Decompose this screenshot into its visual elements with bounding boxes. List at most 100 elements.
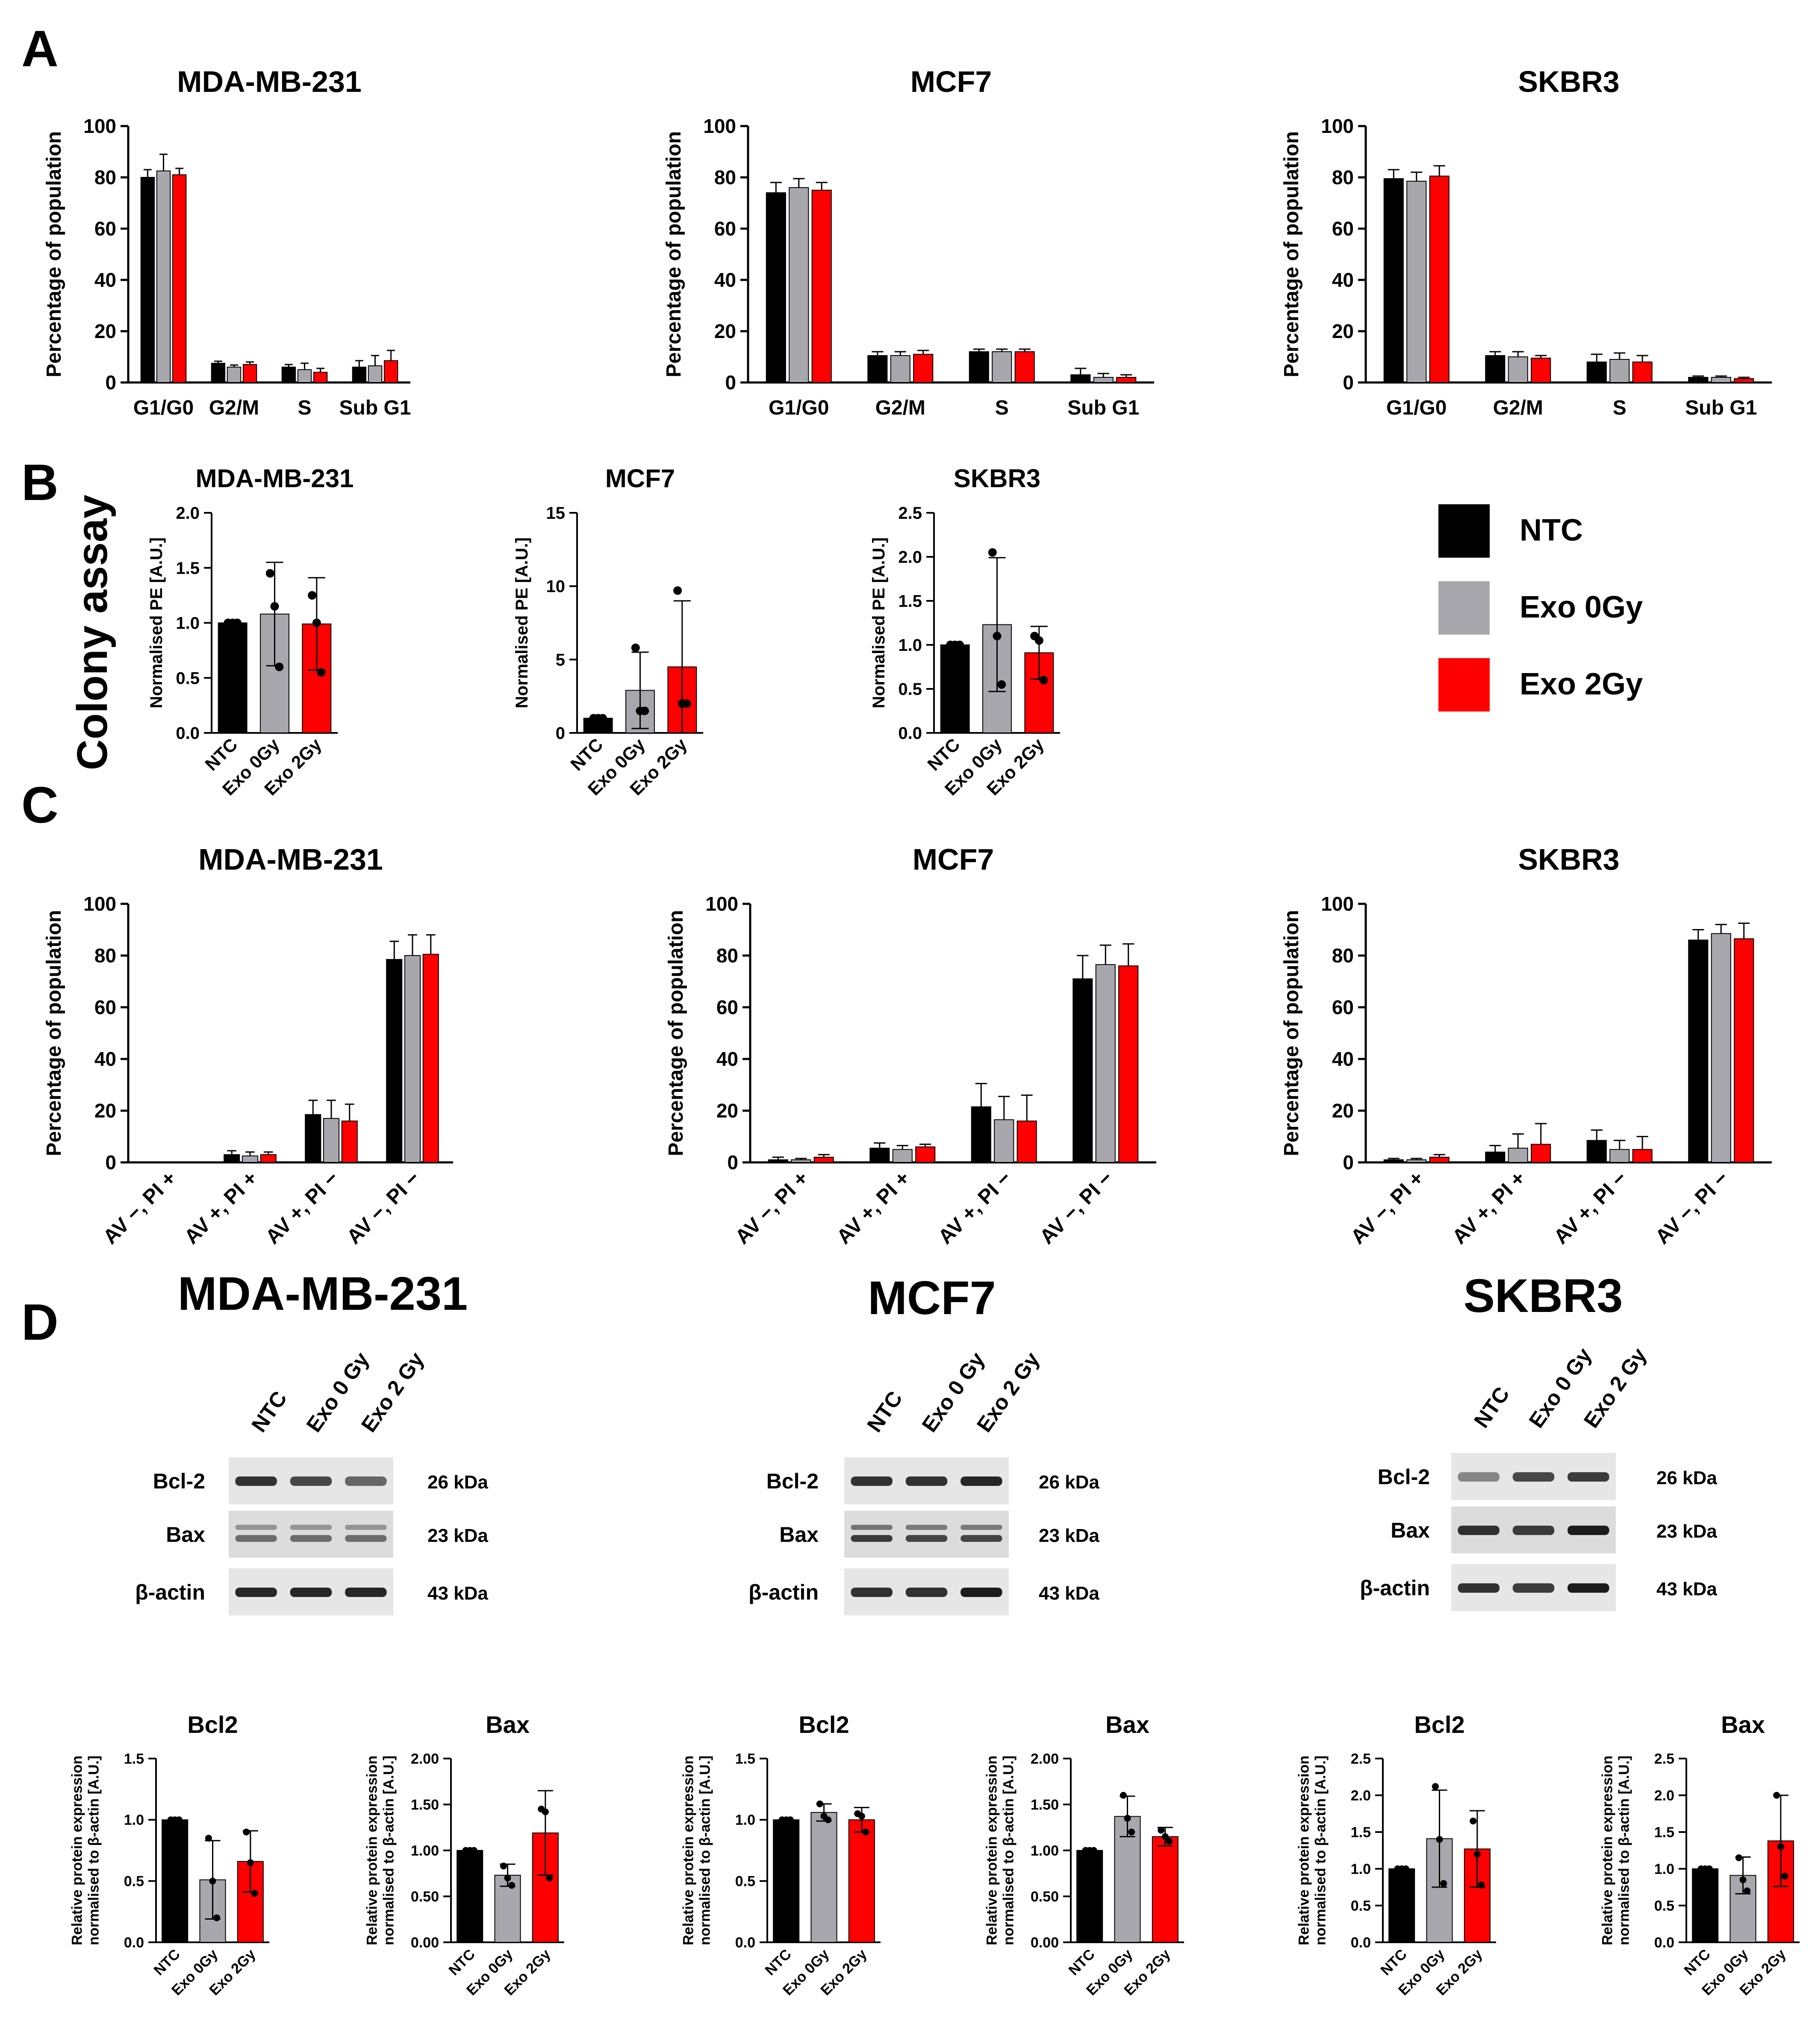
blot-band <box>235 1525 277 1530</box>
bar <box>869 1147 890 1163</box>
data-point <box>1739 1876 1747 1883</box>
chart-title: SKBR3 <box>1518 65 1619 98</box>
data-point <box>1090 1847 1097 1854</box>
bar <box>1485 1151 1506 1163</box>
y-axis-label: Percentage of population <box>663 131 685 377</box>
bar <box>1508 1147 1528 1163</box>
y-tick-label: 60 <box>1332 996 1354 1018</box>
chart-c1: MDA-MB-231 0 20 40 60 80 100 Percentage of popu… <box>43 843 453 1249</box>
data-point <box>1166 1838 1173 1845</box>
y-axis-label-line: Relative protein expression <box>69 1756 85 1945</box>
blot-row-label: Bax <box>166 1523 205 1547</box>
bar <box>1429 176 1450 383</box>
chart-title: MDA-MB-231 <box>198 843 383 876</box>
y-tick-label: 100 <box>83 893 116 915</box>
bar <box>1531 358 1551 383</box>
data-point <box>858 1812 865 1820</box>
chart-title: MCF7 <box>910 65 992 98</box>
x-tick-label: AV −, PI − <box>342 1167 424 1249</box>
legend-label-1: Exo 0Gy <box>1520 590 1643 624</box>
bar <box>211 363 226 383</box>
bar <box>1711 933 1731 1163</box>
legend: NTC Exo 0Gy Exo 2Gy <box>1438 504 1643 712</box>
y-tick-label: 2.5 <box>898 504 922 523</box>
bar <box>224 1154 240 1163</box>
y-tick-label: 2.5 <box>1654 1751 1674 1767</box>
y-axis-label-line: Percentage of population <box>1280 910 1303 1156</box>
y-tick-label: 2.0 <box>898 548 922 567</box>
bar <box>352 367 367 383</box>
data-point <box>673 586 682 595</box>
blot-band <box>290 1535 332 1542</box>
panel-letter-b: B <box>21 454 59 511</box>
blot-title: MCF7 <box>868 1272 996 1324</box>
legend-swatch-2 <box>1438 658 1490 712</box>
y-axis-label: Percentage of population <box>665 910 687 1156</box>
bar <box>1406 181 1427 383</box>
x-tick-label: Sub G1 <box>1067 397 1139 419</box>
x-tick-label: G2/M <box>875 397 925 419</box>
y-tick-label: 80 <box>1332 166 1354 188</box>
bar <box>1152 1836 1179 1943</box>
data-point <box>213 1914 221 1921</box>
chart-c2: MCF7 0 20 40 60 80 100 Percentage of population… <box>665 843 1156 1249</box>
y-axis-label: Relative protein expressionnormalised to… <box>1296 1756 1329 1945</box>
data-point <box>598 714 607 723</box>
data-point <box>1436 1836 1443 1843</box>
y-tick-label: 40 <box>1332 1048 1354 1070</box>
x-tick-label: AV +, PI + <box>180 1167 262 1249</box>
bar <box>940 644 970 733</box>
data-point <box>317 668 326 677</box>
bar <box>1711 377 1731 383</box>
blot-band <box>905 1476 948 1486</box>
data-point <box>631 643 640 652</box>
data-point <box>816 1800 823 1808</box>
data-point <box>546 1874 553 1882</box>
blot-band <box>345 1476 387 1486</box>
blot-band <box>235 1588 277 1597</box>
y-axis-label-line: normalised to β-actin [A.U.] <box>381 1756 397 1945</box>
y-axis-label-line: Percentage of population <box>43 131 65 377</box>
bar <box>156 171 171 383</box>
blot-title: SKBR3 <box>1464 1270 1623 1322</box>
x-tick-label: G1/G0 <box>769 397 829 419</box>
y-axis-label-line: Relative protein expression <box>1296 1756 1312 1945</box>
bar <box>1508 356 1528 383</box>
blot-row-label: β-actin <box>135 1580 205 1604</box>
bar <box>867 355 888 383</box>
bar <box>848 1819 875 1943</box>
bar <box>1014 351 1035 383</box>
y-axis-label-line: Normalised PE [A.U.] <box>147 537 166 708</box>
y-tick-label: 40 <box>714 269 736 291</box>
y-tick-label: 0.50 <box>411 1888 439 1905</box>
data-point <box>1432 1783 1439 1790</box>
blot-band <box>851 1476 893 1486</box>
blot-band <box>961 1588 1002 1597</box>
blot-row-label: Bcl-2 <box>766 1469 819 1493</box>
chart-b3: SKBR3 0.0 0.5 1.0 1.5 2.0 2.5 Normalised PE [A.… <box>869 464 1060 799</box>
y-tick-label: 2.5 <box>1351 1751 1371 1767</box>
y-axis-label-line: Percentage of population <box>665 910 687 1156</box>
bar <box>1609 359 1630 383</box>
blot-band <box>851 1525 893 1530</box>
y-axis-label-line: normalised to β-actin [A.U.] <box>1001 1756 1017 1945</box>
blot-band <box>851 1535 893 1542</box>
y-axis-label-line: Relative protein expression <box>364 1756 380 1945</box>
y-axis-label: Percentage of population <box>43 910 65 1156</box>
x-tick-label: G1/G0 <box>1386 397 1447 419</box>
bar <box>892 1149 913 1163</box>
blot-kda-label: 43 kDa <box>1656 1579 1717 1600</box>
data-point <box>1124 1815 1131 1822</box>
y-tick-label: 0.5 <box>1351 1898 1371 1914</box>
chart-a3: SKBR3 0 20 40 60 80 100 Percentage of populatio… <box>1280 65 1772 419</box>
y-tick-label: 0 <box>1343 1151 1354 1173</box>
y-tick-label: 1.00 <box>1031 1843 1059 1859</box>
data-point <box>1161 1833 1169 1840</box>
x-tick-label: G2/M <box>1493 397 1543 419</box>
y-axis-label: Normalised PE [A.U.] <box>513 537 531 708</box>
bar <box>1531 1144 1551 1163</box>
x-tick-label: NTC <box>1066 1946 1098 1979</box>
bar <box>791 1159 811 1163</box>
